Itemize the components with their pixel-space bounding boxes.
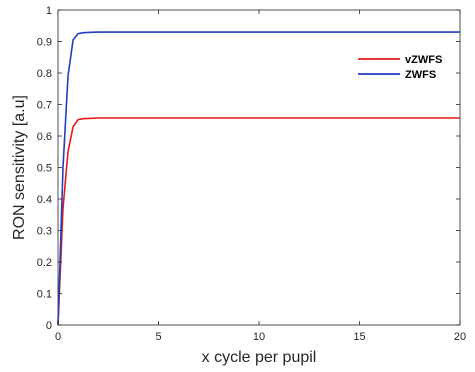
y-tick-label: 0 <box>46 320 52 332</box>
y-tick-label: 0.1 <box>37 289 52 301</box>
y-tick-label: 0.9 <box>37 37 52 49</box>
series-line-ZWFS <box>57 31 460 326</box>
y-tick-label: 0.2 <box>37 257 52 269</box>
x-axis-ticks: 0 5 10 15 20 <box>55 10 466 343</box>
y-tick-label: 0.5 <box>37 163 52 175</box>
y-tick-label: 0.7 <box>37 100 52 112</box>
series-layer <box>57 31 460 326</box>
x-tick-label: 15 <box>353 331 365 343</box>
y-axis-label: RON sensitivity [a.u] <box>11 95 28 240</box>
x-axis-label: x cycle per pupil <box>202 349 317 366</box>
x-tick-label: 0 <box>55 331 61 343</box>
y-tick-label: 1 <box>46 5 52 17</box>
legend: vZWFS ZWFS <box>358 54 442 81</box>
legend-label-vZWFS: vZWFS <box>405 54 442 66</box>
plot-frame <box>57 9 461 326</box>
x-tick-label: 10 <box>253 331 265 343</box>
y-tick-label: 0.6 <box>37 131 52 143</box>
y-tick-label: 0.8 <box>37 68 52 80</box>
y-tick-label: 0.3 <box>37 226 52 238</box>
legend-label-ZWFS: ZWFS <box>405 69 436 81</box>
plot-area-border <box>57 9 461 326</box>
series-line-vZWFS <box>57 117 460 326</box>
y-tick-label: 0.4 <box>37 194 52 206</box>
x-tick-label: 20 <box>454 331 466 343</box>
x-tick-label: 5 <box>155 331 161 343</box>
y-axis-ticks: 0 0.1 0.2 0.3 0.4 0.5 0.6 0.7 0.8 0.9 1 <box>37 5 460 332</box>
